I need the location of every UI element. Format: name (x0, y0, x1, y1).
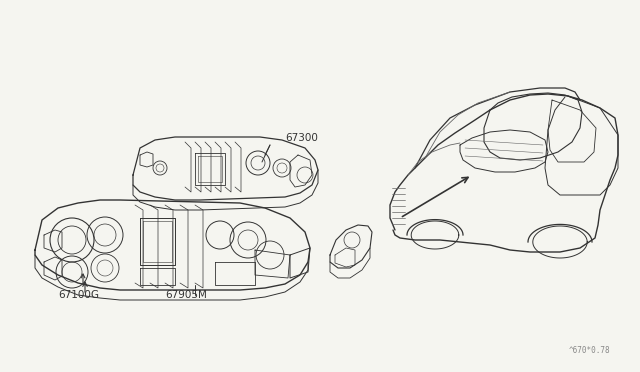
Text: 67100G: 67100G (58, 290, 99, 300)
Text: ^670*0.78: ^670*0.78 (568, 346, 610, 355)
Text: 67300: 67300 (285, 133, 318, 143)
Text: 67905M: 67905M (165, 290, 207, 300)
